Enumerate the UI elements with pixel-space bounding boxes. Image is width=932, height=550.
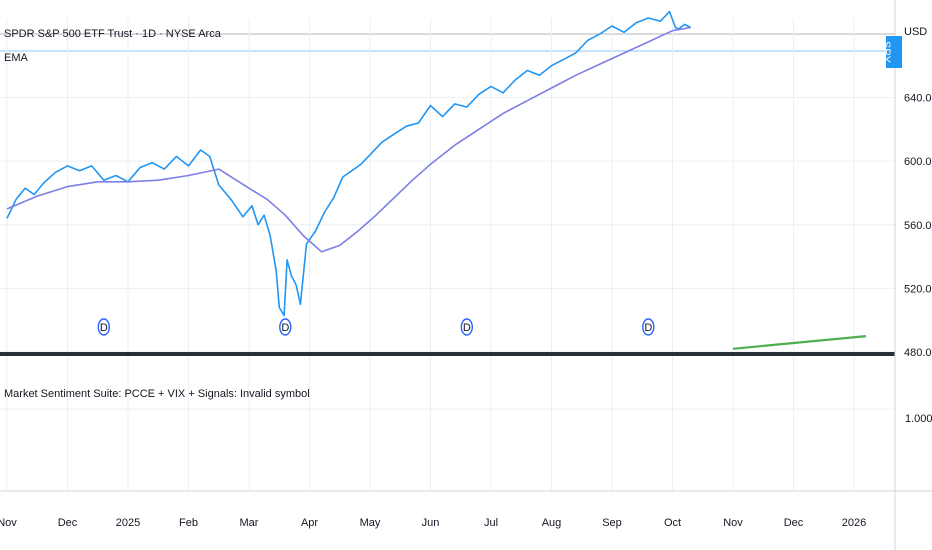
lower-pane-title[interactable]: Market Sentiment Suite: PCCE + VIX + Sig… xyxy=(4,388,310,400)
x-tick-label: Jun xyxy=(422,517,440,529)
lower-pane-ytick: 1.0000 xyxy=(905,413,932,425)
indicator-label-ema[interactable]: EMA xyxy=(4,52,28,64)
series-line-projection xyxy=(732,335,867,350)
x-tick-label: Nov xyxy=(723,517,743,529)
dividend-marker-badge[interactable] xyxy=(460,318,473,336)
price-tag: SPY xyxy=(880,36,902,68)
dividend-marker-badge[interactable] xyxy=(97,318,111,336)
x-tick-label: Jul xyxy=(484,517,498,529)
y-tick-label: 520.00 xyxy=(904,283,932,295)
x-tick-label: Dec xyxy=(58,517,78,529)
dividend-marker[interactable]: D xyxy=(642,318,655,336)
dividend-marker-badge[interactable] xyxy=(279,318,292,336)
x-tick-label: Dec xyxy=(784,517,804,529)
x-tick-label: Feb xyxy=(179,517,198,529)
pane-divider[interactable] xyxy=(0,352,895,356)
y-tick-label: 480.00 xyxy=(904,347,932,359)
symbol-title: SPDR S&P 500 ETF Trust · 1D · NYSE Arca xyxy=(4,28,221,40)
y-tick-label: 640.00 xyxy=(904,93,932,105)
x-tick-label: Apr xyxy=(301,517,318,529)
x-tick-label: May xyxy=(360,517,381,529)
dividend-marker[interactable]: D xyxy=(460,318,473,336)
y-tick-label: 560.00 xyxy=(904,220,932,232)
currency-label[interactable]: USD xyxy=(904,26,928,38)
dividend-marker-label: D xyxy=(463,322,471,334)
series-line-ema xyxy=(6,26,691,253)
x-tick-label: Sep xyxy=(602,517,622,529)
dividend-marker-label: D xyxy=(100,322,108,334)
x-tick-label: Nov xyxy=(0,517,17,529)
x-tick-label: 2025 xyxy=(116,517,140,529)
dividend-marker-badge[interactable] xyxy=(642,318,655,336)
dividend-marker-label: D xyxy=(281,322,289,334)
dividend-marker[interactable]: D xyxy=(97,318,111,336)
dividend-marker[interactable]: D xyxy=(279,318,292,336)
x-tick-label: Aug xyxy=(542,517,562,529)
dividend-marker-label: D xyxy=(644,322,652,334)
series-line-price xyxy=(6,10,692,317)
x-tick-label: Oct xyxy=(664,517,681,529)
y-tick-label: 600.00 xyxy=(904,156,932,168)
x-tick-label: 2026 xyxy=(842,517,866,529)
x-tick-label: Mar xyxy=(240,517,259,529)
